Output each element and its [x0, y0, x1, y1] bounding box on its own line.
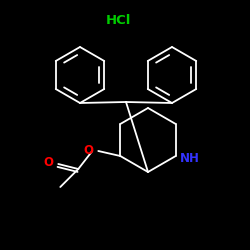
Text: O: O: [43, 156, 53, 168]
Text: NH: NH: [180, 152, 200, 164]
Text: HCl: HCl: [105, 14, 131, 26]
Text: O: O: [83, 144, 93, 158]
